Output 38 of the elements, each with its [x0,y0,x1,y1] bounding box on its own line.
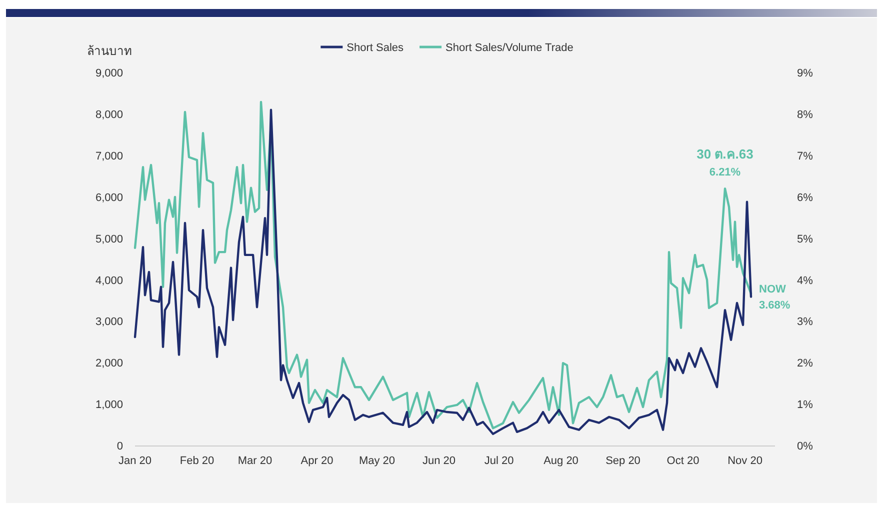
y-tick-label: 3,000 [95,316,123,328]
annotation: 6.21% [709,166,741,179]
x-tick-label: Feb 20 [180,454,214,467]
y-tick-label: 4,000 [95,274,123,287]
x-tick-label: Oct 20 [666,454,700,467]
y-tick-label: 1,000 [95,399,123,412]
x-tick-label: Jul 20 [484,454,514,467]
y-tick-label: 8,000 [95,108,123,121]
y2-tick-label: 3% [797,316,814,328]
x-tick-label: Aug 20 [544,454,578,467]
x-tick-label: Nov 20 [728,454,762,467]
y-tick-label: 6,000 [95,192,123,204]
y2-tick-label: 1% [797,399,814,412]
y-axis-title: ล้านบาท [87,44,132,58]
x-tick-label: Mar 20 [238,454,272,467]
y-tick-label: 7,000 [95,150,123,162]
x-tick-label: May 20 [358,454,396,467]
x-tick-label: Jun 20 [422,454,456,467]
legend-label: Short Sales [346,42,404,54]
x-tick-label: Jan 20 [118,454,152,467]
y2-tick-label: 8% [797,108,814,121]
y2-tick-label: 5% [797,233,814,246]
y-tick-label: 5,000 [95,233,123,246]
y2-tick-label: 9% [797,68,814,80]
y-tick-label: 9,000 [95,68,123,80]
x-tick-label: Apr 20 [300,454,334,467]
y2-tick-label: 7% [797,150,814,162]
y2-tick-label: 0% [797,440,814,453]
y2-tick-label: 4% [797,274,814,287]
x-tick-label: Sep 20 [606,454,640,467]
y-tick-label: 2,000 [95,358,123,370]
annotation: 3.68% [759,299,790,312]
annotation: NOW [759,283,786,296]
y-tick-label: 0 [116,440,123,453]
y2-tick-label: 2% [797,358,814,370]
annotation: 30 ต.ค.63 [696,146,754,162]
legend-label: Short Sales/Volume Trade [446,42,574,54]
y2-tick-label: 6% [797,192,814,204]
